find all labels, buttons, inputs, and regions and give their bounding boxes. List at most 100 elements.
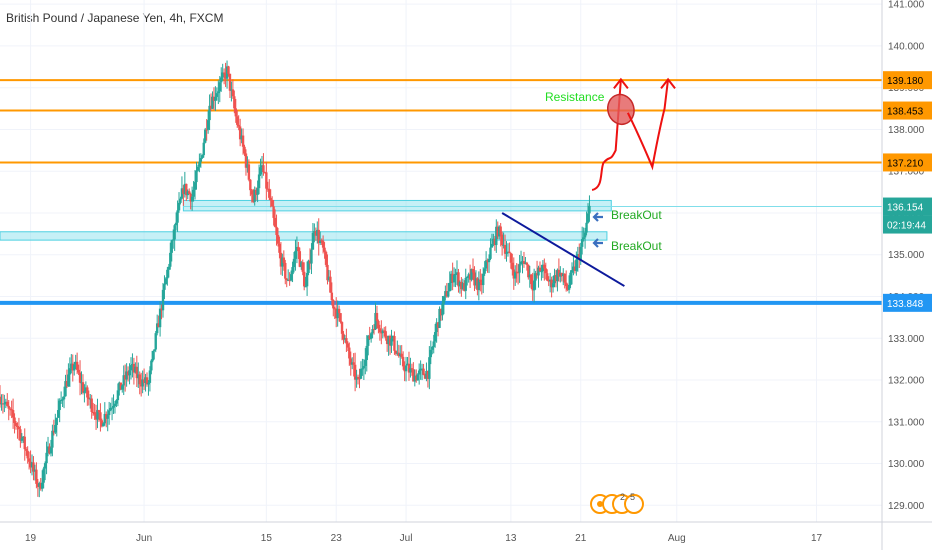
level-price-tag-bg [883,293,932,312]
candle-body [14,422,18,426]
candle-body [582,237,585,240]
arrow-left-icon [592,238,603,248]
candle-body [474,278,478,286]
candle-body [432,341,435,347]
candle-body [391,335,395,339]
candle-body [78,372,82,383]
candle-body [208,105,211,121]
candle-body [524,262,527,264]
candle-body [500,234,504,246]
candle-body [316,229,319,236]
candle-body [160,308,163,311]
candle-body [228,73,232,91]
candle-body [560,272,564,277]
candle-body [562,273,565,277]
candle-body [247,164,251,180]
candle-body [473,272,476,286]
candle-body [553,275,556,284]
candle-body [438,308,441,328]
candle-body [487,258,491,263]
candle-body [492,238,495,244]
candle-body [457,272,460,287]
candle-body [339,313,342,323]
candle-body [514,271,517,279]
candle-body [52,430,56,433]
candle-body [166,269,169,279]
candle-body [259,167,262,175]
candle-body [275,226,278,236]
candle-body [332,300,335,309]
candle-body [479,279,482,283]
candle-body [141,379,144,387]
candle-body [138,374,141,385]
event-icon [624,494,644,514]
candle-body [246,164,249,168]
candle-body [132,363,136,373]
candle-body [535,273,539,276]
candle-body [394,350,398,354]
candle-body [349,358,352,365]
candle-body [118,382,121,391]
candle-body [425,370,428,379]
candle-body [301,262,304,272]
candle-body [298,251,302,267]
current-price-tag-bg [883,197,932,216]
candle-body [48,446,51,454]
candle-body [372,329,376,331]
candle-body [407,363,411,373]
candle-body [348,347,351,359]
candle-body [137,374,140,379]
candle-body [27,458,31,462]
candle-body [286,279,290,281]
candle-body [257,174,261,189]
candle-body [390,338,393,346]
arrow-left-icon [592,212,603,222]
y-tick-label: 132.000 [888,376,925,387]
candle-body [70,363,73,369]
candle-body [570,270,574,273]
candle-body [94,414,98,420]
candle-body [150,360,153,371]
candle-body [499,226,502,235]
y-tick-label: 135.000 [888,250,925,261]
candle-body [164,278,168,285]
candle-body [182,188,185,195]
candle-body [177,202,181,211]
candle-body [38,483,41,487]
candle-body [476,278,479,291]
candle-body [103,413,106,424]
candle-body [588,205,591,214]
candle-body [112,405,115,408]
candle-body [218,82,221,92]
candle-body [516,272,520,274]
candle-body [35,469,38,484]
candle-body [420,368,424,370]
candle-body [285,278,288,281]
candle-body [486,260,489,263]
candle-body [580,239,584,247]
candle-body [96,410,99,420]
candle-body [527,264,530,278]
candle-body [215,93,219,97]
candle-body [518,264,521,273]
arrow-up-icon [613,77,629,89]
candle-body [454,273,457,276]
y-tick-label: 140.000 [888,41,925,52]
candle-body [388,335,392,346]
candle-body [297,246,300,252]
candle-body [188,191,191,194]
grid [0,0,882,522]
candle-body [369,333,373,339]
candle-body [307,260,310,273]
candle-body [295,246,299,251]
candle-body [71,363,74,371]
candle-body [289,274,293,281]
candle-body [260,165,264,168]
candle-body [265,172,268,189]
candle-body [428,357,431,379]
candle-body [556,269,559,282]
candle-body [240,135,243,140]
candle-body [305,272,309,287]
candle-body [534,273,537,281]
